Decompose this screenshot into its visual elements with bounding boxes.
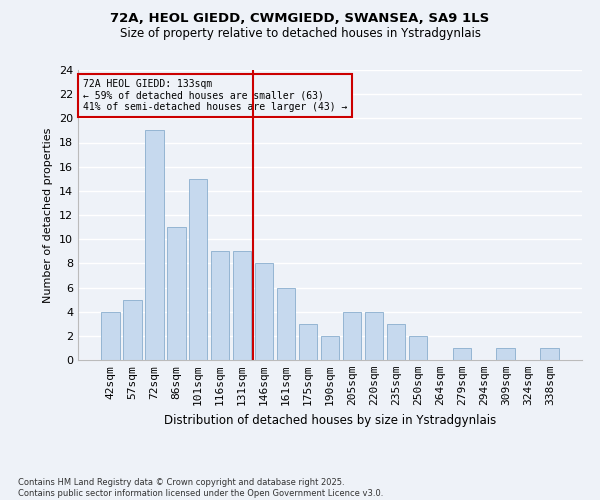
Bar [365,312,383,360]
Text: 72A, HEOL GIEDD, CWMGIEDD, SWANSEA, SA9 1LS: 72A, HEOL GIEDD, CWMGIEDD, SWANSEA, SA9 … [110,12,490,26]
Bar [299,324,317,360]
Bar [211,251,229,360]
Bar [343,312,361,360]
Bar [167,227,185,360]
Bar [255,264,274,360]
Bar [101,312,119,360]
Bar [145,130,164,360]
Text: 72A HEOL GIEDD: 133sqm
← 59% of detached houses are smaller (63)
41% of semi-det: 72A HEOL GIEDD: 133sqm ← 59% of detached… [83,78,347,112]
Bar [452,348,471,360]
Bar [233,251,251,360]
Bar [277,288,295,360]
Bar [496,348,515,360]
Bar [189,179,208,360]
Bar [386,324,405,360]
Y-axis label: Number of detached properties: Number of detached properties [43,128,53,302]
Bar [409,336,427,360]
X-axis label: Distribution of detached houses by size in Ystradgynlais: Distribution of detached houses by size … [164,414,496,426]
Bar [320,336,340,360]
Text: Contains HM Land Registry data © Crown copyright and database right 2025.
Contai: Contains HM Land Registry data © Crown c… [18,478,383,498]
Bar [541,348,559,360]
Bar [123,300,142,360]
Text: Size of property relative to detached houses in Ystradgynlais: Size of property relative to detached ho… [119,28,481,40]
